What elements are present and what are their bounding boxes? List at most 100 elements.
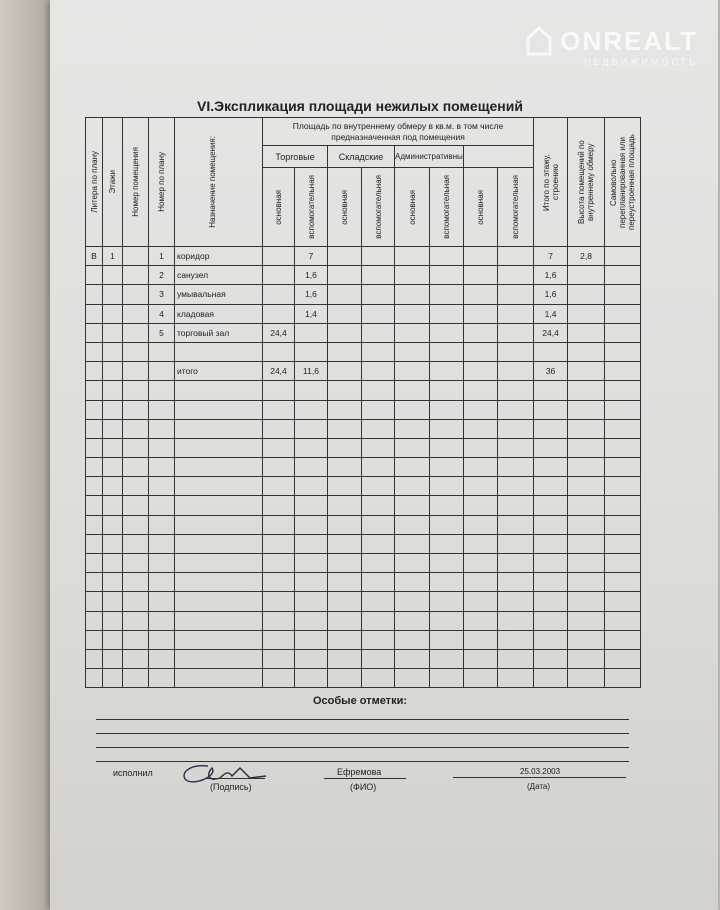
cell-floor: [102, 418, 123, 439]
cell-plan: [148, 495, 175, 516]
cell-empty: [394, 476, 430, 497]
cell-room: [122, 572, 149, 593]
cell-empty: [604, 668, 642, 689]
cell-floor: [102, 303, 123, 324]
cell-trade-aux: [294, 552, 328, 574]
cell-trade-aux: [294, 533, 328, 555]
cell-height: [567, 303, 606, 324]
cell-empty: [429, 591, 464, 612]
cell-litera: В: [85, 245, 103, 267]
cell-empty: [394, 514, 430, 535]
cell-litera: [85, 533, 103, 555]
cell-room: [122, 303, 149, 324]
cell-litera: [85, 552, 103, 574]
signature-image: [183, 765, 267, 783]
header-aux: вспомогательная: [496, 167, 535, 247]
cell-height: [567, 265, 606, 286]
cell-trade-aux: [294, 495, 328, 516]
cell-trade-main: [262, 495, 295, 516]
cell-litera: [85, 591, 103, 612]
cell-total: 1,6: [533, 284, 569, 305]
cell-room: [122, 284, 149, 305]
cell-floor: [102, 322, 123, 343]
cell-room: [122, 341, 149, 363]
cell-plan: [148, 591, 175, 612]
cell-empty: [496, 418, 535, 439]
cell-total: [533, 572, 569, 593]
cell-floor: [102, 437, 123, 459]
cell-empty: [429, 303, 464, 324]
cell-purpose: [174, 380, 263, 401]
cell-empty: [394, 668, 430, 689]
cell-empty: [361, 648, 395, 670]
cell-empty: [429, 322, 464, 343]
cell-empty: [496, 668, 535, 689]
cell-empty: [463, 322, 498, 343]
cell-room: [122, 495, 149, 516]
cell-empty: [463, 361, 498, 382]
cell-room: [122, 591, 149, 612]
cell-height: [567, 610, 606, 631]
cell-empty: [361, 303, 395, 324]
cell-empty: [361, 514, 395, 535]
cell-height: [567, 668, 606, 689]
performed-by-label: исполнил: [113, 768, 153, 778]
cell-plan: [148, 437, 175, 459]
cell-empty: [327, 361, 362, 382]
cell-empty: [361, 380, 395, 401]
cell-empty: [394, 629, 430, 650]
cell-empty: [463, 437, 498, 459]
cell-plan: [148, 552, 175, 574]
cell-empty: [604, 533, 642, 555]
cell-trade-main: [262, 437, 295, 459]
cell-empty: [361, 610, 395, 631]
cell-empty: [496, 629, 535, 650]
cell-empty: [327, 380, 362, 401]
cell-floor: [102, 629, 123, 650]
cell-trade-main: [262, 591, 295, 612]
cell-empty: [361, 668, 395, 689]
cell-empty: [429, 399, 464, 420]
cell-floor: [102, 265, 123, 286]
cell-purpose: умывальная: [174, 284, 263, 305]
name-label: (ФИО): [350, 782, 377, 792]
cell-empty: [429, 457, 464, 478]
cell-litera: [85, 648, 103, 670]
cell-height: [567, 495, 606, 516]
cell-total: [533, 668, 569, 689]
cell-trade-aux: [294, 322, 328, 343]
cell-empty: [429, 245, 464, 267]
cell-trade-main: [262, 648, 295, 670]
cell-empty: [496, 341, 535, 363]
cell-empty: [394, 457, 430, 478]
header-aux: вспомогательная: [294, 167, 328, 247]
table-row: [85, 533, 642, 555]
cell-empty: [429, 514, 464, 535]
cell-empty: [604, 495, 642, 516]
cell-empty: [463, 533, 498, 555]
cell-empty: [496, 648, 535, 670]
table-row: [85, 437, 642, 459]
cell-empty: [604, 476, 642, 497]
cell-empty: [361, 552, 395, 574]
cell-purpose: [174, 591, 263, 612]
cell-floor: [102, 552, 123, 574]
cell-empty: [496, 533, 535, 555]
cell-height: [567, 437, 606, 459]
cell-empty: [463, 668, 498, 689]
cell-plan: 3: [148, 284, 175, 305]
cell-height: [567, 552, 606, 574]
cell-empty: [463, 399, 498, 420]
cell-trade-aux: [294, 610, 328, 631]
cell-total: [533, 552, 569, 574]
cell-empty: [327, 514, 362, 535]
performer-name: Ефремова: [337, 767, 382, 777]
cell-litera: [85, 341, 103, 363]
cell-empty: [327, 399, 362, 420]
cell-purpose: [174, 495, 263, 516]
cell-empty: [327, 245, 362, 267]
date-label: (Дата): [527, 782, 551, 791]
date-value: 25.03.2003: [520, 767, 561, 776]
header-main: основная: [262, 167, 295, 247]
cell-litera: [85, 265, 103, 286]
